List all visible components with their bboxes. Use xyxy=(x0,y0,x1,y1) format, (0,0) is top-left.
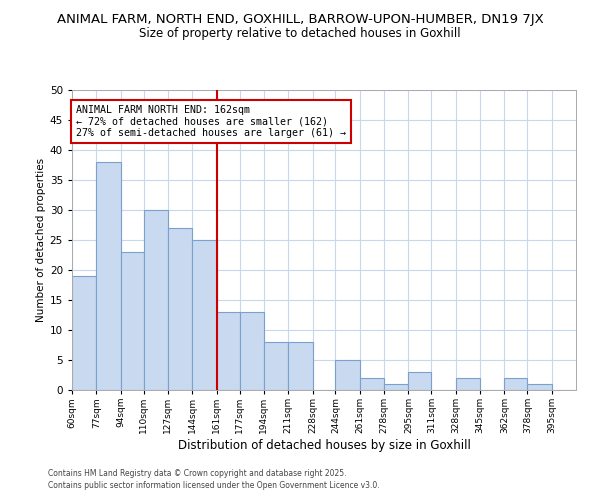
Text: Contains public sector information licensed under the Open Government Licence v3: Contains public sector information licen… xyxy=(48,481,380,490)
Bar xyxy=(335,360,360,390)
Bar xyxy=(264,342,288,390)
Bar xyxy=(505,378,527,390)
Bar xyxy=(143,210,168,390)
Bar xyxy=(239,312,264,390)
Text: Contains HM Land Registry data © Crown copyright and database right 2025.: Contains HM Land Registry data © Crown c… xyxy=(48,468,347,477)
Bar xyxy=(168,228,192,390)
Text: Size of property relative to detached houses in Goxhill: Size of property relative to detached ho… xyxy=(139,28,461,40)
X-axis label: Distribution of detached houses by size in Goxhill: Distribution of detached houses by size … xyxy=(178,439,470,452)
Text: ANIMAL FARM NORTH END: 162sqm
← 72% of detached houses are smaller (162)
27% of : ANIMAL FARM NORTH END: 162sqm ← 72% of d… xyxy=(76,105,346,138)
Bar xyxy=(217,312,239,390)
Bar xyxy=(97,162,121,390)
Bar xyxy=(409,372,431,390)
Bar xyxy=(527,384,551,390)
Bar xyxy=(121,252,143,390)
Bar xyxy=(384,384,409,390)
Text: ANIMAL FARM, NORTH END, GOXHILL, BARROW-UPON-HUMBER, DN19 7JX: ANIMAL FARM, NORTH END, GOXHILL, BARROW-… xyxy=(56,12,544,26)
Bar xyxy=(456,378,480,390)
Bar xyxy=(360,378,384,390)
Y-axis label: Number of detached properties: Number of detached properties xyxy=(35,158,46,322)
Bar xyxy=(192,240,217,390)
Bar xyxy=(288,342,313,390)
Bar xyxy=(72,276,97,390)
